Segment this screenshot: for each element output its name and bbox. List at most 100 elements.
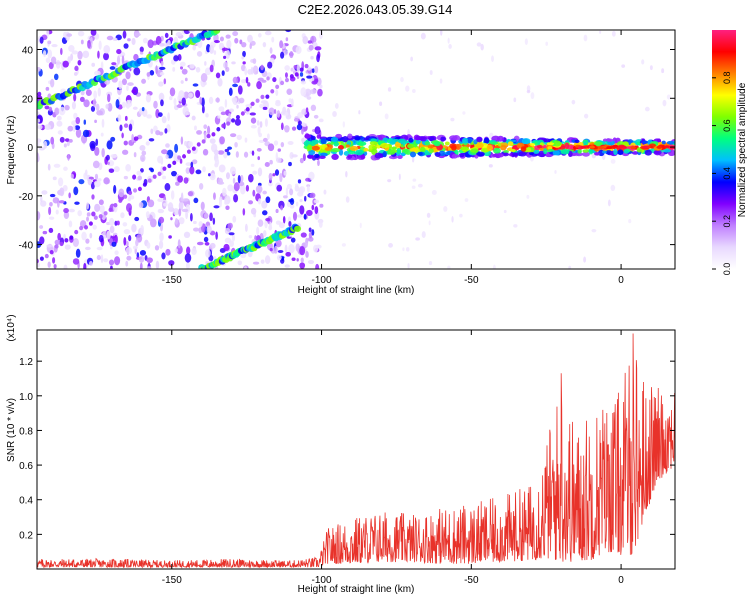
spectrogram-noise-blob [122, 149, 129, 155]
spectrogram-noise-blob [78, 179, 85, 185]
spectrogram-noise-blob [299, 157, 304, 164]
spectrogram-noise-blob [93, 90, 97, 99]
spectrogram-noise-blob [421, 231, 426, 239]
spectrogram-noise-blob [206, 225, 212, 234]
spectrogram-noise-blob [40, 196, 43, 203]
spectrogram-noise-blob [153, 100, 158, 109]
spectrogram-noise-blob [443, 206, 448, 212]
spectrogram-noise-blob [157, 208, 162, 213]
spectrogram-noise-blob [296, 64, 300, 74]
spectrogram-noise-blob [300, 232, 307, 238]
spectrogram-noise-blob [86, 202, 90, 210]
spectrogram-noise-blob [476, 42, 482, 47]
spectrogram-noise-blob [111, 241, 117, 247]
spectrogram-noise-blob [80, 39, 84, 45]
spectrogram-noise-blob [159, 66, 166, 71]
spectrogram-noise-blob [42, 230, 48, 235]
spectrogram-noise-blob [583, 34, 588, 42]
diagonal-trace-faint-blob [167, 163, 172, 169]
spectrogram-noise-blob [212, 217, 216, 225]
spectrogram-noise-blob [47, 261, 51, 268]
diagonal-trace-faint-blob [84, 225, 89, 230]
spectrogram-noise-blob [299, 245, 306, 256]
snr-y-tick-label: 0.2 [19, 530, 33, 541]
main-signal-band-blob [397, 154, 403, 159]
spectrogram-noise-blob [51, 43, 58, 48]
spectrogram-noise-blob [196, 241, 204, 246]
spectrogram-noise-blob [308, 44, 314, 51]
spectrogram-noise-blob [310, 55, 314, 60]
main-signal-band-blob [489, 141, 499, 145]
spectrogram-noise-blob [257, 219, 264, 227]
main-signal-band-blob [574, 139, 580, 144]
spectrogram-noise-blob [291, 126, 297, 131]
snr-x-label: Height of straight line (km) [298, 584, 415, 595]
spectrogram-noise-blob [244, 137, 248, 143]
spectrogram-noise-blob [260, 64, 264, 71]
spectrogram-noise-blob [37, 67, 41, 72]
spectrogram-noise-blob [220, 111, 227, 116]
main-signal-band-blob [369, 141, 378, 145]
spectrogram-noise-blob [252, 170, 258, 175]
spectrogram-noise-blob [480, 43, 484, 51]
spectrogram-noise-blob [100, 254, 104, 264]
spectrogram-noise-blob [405, 85, 410, 92]
spectrogram-noise-blob [464, 198, 469, 202]
spectrogram-noise-blob [411, 185, 416, 189]
spectrogram-noise-blob [305, 177, 311, 182]
main-signal-band-blob [337, 145, 344, 150]
spectrogram-noise-blob [269, 221, 272, 230]
spectrogram-noise-blob [181, 68, 188, 75]
spectrogram-noise-blob [284, 65, 290, 71]
spectrogram-noise-blob [315, 263, 320, 269]
spectrogram-noise-blob [225, 49, 231, 59]
spectrogram-noise-blob [610, 159, 616, 164]
spectrogram-noise-blob [73, 186, 79, 196]
spectrogram-noise-blob [170, 190, 175, 200]
diagonal-trace-faint-blob [69, 235, 74, 240]
spectrogram-noise-blob [90, 105, 96, 112]
spectrogram-noise-blob [243, 151, 249, 158]
spectrogram-noise-blob [176, 245, 183, 255]
spectrogram-noise-blob [179, 158, 183, 164]
spectrogram-noise-blob [303, 213, 307, 220]
spectrogram-noise-blob [158, 42, 165, 47]
spectrogram-noise-blob [131, 133, 135, 143]
main-signal-band-blob [613, 148, 618, 156]
spectrogram-noise-blob [258, 132, 263, 138]
diagonal-trace-faint-blob [113, 203, 118, 208]
spectrogram-noise-blob [37, 262, 41, 268]
spectrogram-noise-blob [251, 150, 255, 156]
spectrogram-x-tick-label: -150 [162, 275, 182, 286]
spectrogram-noise-blob [139, 51, 144, 55]
spectrogram-noise-blob [202, 148, 209, 156]
spectrogram-noise-blob [145, 141, 150, 146]
spectrogram-noise-blob [123, 229, 131, 235]
spectrogram-noise-blob [37, 152, 40, 162]
spectrogram-noise-blob [276, 254, 282, 261]
spectrogram-noise-blob [662, 99, 667, 107]
spectrogram-noise-blob [405, 247, 410, 252]
spectrogram-noise-blob [127, 99, 133, 108]
main-signal-band-blob [429, 136, 435, 141]
spectrogram-noise-blob [75, 248, 81, 258]
spectrogram-noise-blob [96, 246, 103, 251]
diagonal-trace-faint-blob [49, 250, 54, 255]
spectrogram-x-tick-label: -50 [464, 275, 479, 286]
spectrogram-noise-blob [82, 50, 90, 59]
spectrogram-noise-blob [155, 260, 160, 269]
spectrogram-noise-blob [296, 123, 303, 131]
diagonal-trace-faint-blob [157, 171, 162, 177]
spectrogram-noise-blob [68, 44, 75, 52]
spectrogram-noise-blob [52, 197, 60, 204]
main-signal-band-blob [564, 142, 570, 149]
spectrogram-noise-blob [159, 232, 164, 242]
spectrogram-noise-blob [45, 86, 50, 91]
main-signal-band-blob [524, 147, 532, 153]
spectrogram-noise-blob [306, 75, 313, 79]
spectrogram-noise-blob [169, 95, 173, 101]
spectrogram-noise-blob [91, 194, 95, 200]
spectrogram-noise-blob [289, 51, 294, 59]
spectrogram-noise-blob [545, 41, 549, 46]
spectrogram-noise-blob [229, 166, 237, 175]
